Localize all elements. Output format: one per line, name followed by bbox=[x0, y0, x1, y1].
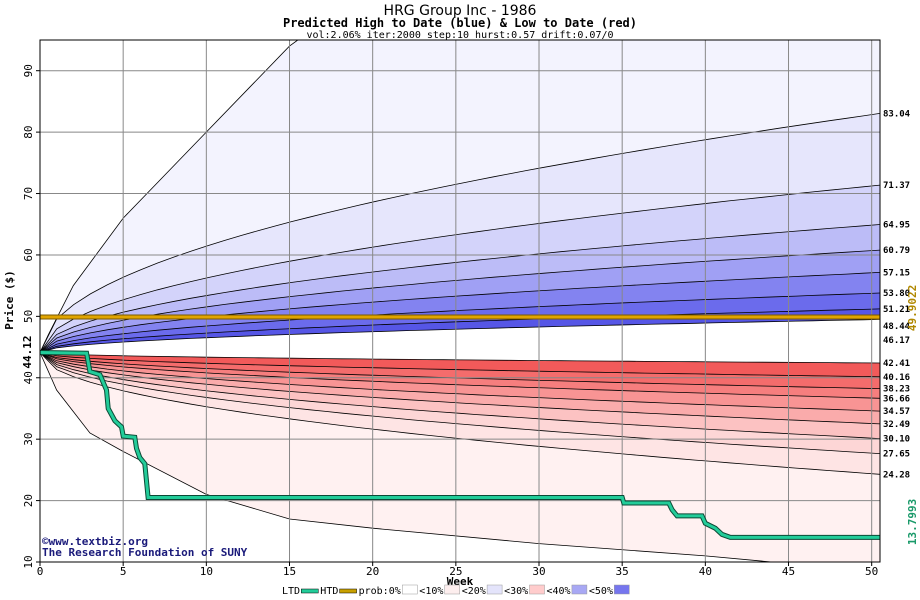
x-tick-label: 45 bbox=[782, 565, 795, 578]
right-value-label: 60.79 bbox=[883, 246, 910, 256]
right-value-label: 48.44 bbox=[883, 322, 911, 332]
right-value-label: 46.17 bbox=[883, 336, 910, 346]
y-tick-label: 80 bbox=[22, 125, 35, 138]
x-tick-label: 25 bbox=[449, 565, 462, 578]
high-contour-0 bbox=[40, 319, 880, 353]
high-contour-6 bbox=[40, 184, 880, 353]
right-value-label: 40.16 bbox=[883, 373, 910, 383]
right-value-label: 27.65 bbox=[883, 450, 910, 460]
right-value-label: 53.80 bbox=[883, 289, 910, 299]
legend-line-swatch bbox=[339, 588, 357, 594]
low-contour-5 bbox=[40, 352, 880, 425]
legend: LTD HTD prob:0% <10% <20% <30% <40% <50% bbox=[282, 584, 630, 597]
right-value-label: 36.66 bbox=[883, 394, 910, 404]
low-contour-8 bbox=[40, 352, 880, 475]
y-tick-label: 70 bbox=[22, 187, 35, 200]
low-band-1 bbox=[40, 352, 880, 377]
low-contour-4 bbox=[40, 352, 880, 412]
y-tick-label: 40 bbox=[22, 371, 35, 384]
low-contour-3 bbox=[40, 352, 880, 399]
legend-color-swatch bbox=[486, 584, 503, 595]
y-tick-label: 60 bbox=[22, 248, 35, 261]
final-low-label: 13.7993 bbox=[906, 499, 919, 545]
low-contour-7 bbox=[40, 352, 880, 454]
x-tick-label: 50 bbox=[865, 565, 878, 578]
plot-area: 0 5 10 15 20 25 30 35 40 45 50 10 20 30 40 50 60 70 80 90 83… bbox=[22, 39, 911, 578]
legend-color-swatch bbox=[402, 584, 418, 595]
right-value-label: 64.95 bbox=[883, 221, 910, 231]
legend-color-swatch bbox=[571, 584, 588, 595]
watermark-org: The Research Foundation of SUNY bbox=[42, 546, 248, 559]
right-value-label: 30.10 bbox=[883, 435, 910, 445]
right-value-label: 34.57 bbox=[883, 407, 910, 417]
legend-color-swatch bbox=[614, 584, 630, 595]
grid bbox=[40, 40, 880, 563]
x-tick-label: 15 bbox=[283, 565, 296, 578]
right-value-label: 38.23 bbox=[883, 385, 910, 395]
y-tick-label: 90 bbox=[22, 64, 35, 77]
legend-line-swatch bbox=[301, 588, 319, 594]
y-tick-label: 50 bbox=[22, 310, 35, 323]
x-tick-label: 10 bbox=[200, 565, 213, 578]
x-tick-label: 40 bbox=[699, 565, 712, 578]
right-value-label: 71.37 bbox=[883, 181, 910, 191]
low-contour-1 bbox=[40, 352, 880, 378]
right-value-label: 83.04 bbox=[883, 109, 911, 119]
legend-label: <40% bbox=[547, 586, 571, 597]
legend-color-swatch bbox=[529, 584, 545, 595]
high-contour-5 bbox=[40, 224, 880, 353]
plot-frame bbox=[39, 39, 881, 563]
legend-label: <30% bbox=[504, 586, 528, 597]
ltd-line bbox=[39, 351, 880, 539]
watermark-url: ©www.textbiz.org bbox=[42, 535, 148, 548]
y-axis-label: Price ($) bbox=[3, 270, 16, 330]
x-tick-label: 5 bbox=[120, 565, 127, 578]
high-contour-4 bbox=[40, 249, 880, 353]
legend-label: LTD bbox=[282, 586, 300, 597]
legend-label: <10% bbox=[419, 586, 443, 597]
high-contour-3 bbox=[40, 272, 880, 353]
y-tick-label: 30 bbox=[22, 433, 35, 446]
right-value-label: 24.28 bbox=[883, 470, 910, 480]
x-tick-label: 0 bbox=[37, 565, 44, 578]
y-tick-label: 10 bbox=[22, 555, 35, 568]
right-value-label: 32.49 bbox=[883, 420, 910, 430]
right-value-label: 51.21 bbox=[883, 305, 910, 315]
chart-params: vol:2.06% iter:2000 step:10 hurst:0.57 d… bbox=[306, 30, 613, 41]
threshold-price-label: 49.9022 bbox=[906, 285, 919, 331]
legend-label: <20% bbox=[462, 586, 486, 597]
start-price-label: 44.12 bbox=[21, 335, 34, 368]
x-tick-label: 30 bbox=[532, 565, 545, 578]
x-tick-label: 20 bbox=[366, 565, 379, 578]
high-contour-1 bbox=[40, 308, 880, 353]
legend-color-swatch bbox=[444, 584, 460, 595]
legend-label: prob:0% bbox=[359, 586, 401, 597]
high-outer-contour bbox=[40, 40, 880, 353]
probability-bands bbox=[40, 40, 880, 562]
legend-label: HTD bbox=[320, 586, 338, 597]
chart-subtitle: Predicted High to Date (blue) & Low to D… bbox=[283, 16, 637, 30]
right-value-label: 42.41 bbox=[883, 359, 910, 369]
high-contour-2 bbox=[40, 292, 880, 353]
low-contour-6 bbox=[40, 352, 880, 439]
y-tick-label: 20 bbox=[22, 494, 35, 507]
low-contour-0 bbox=[40, 352, 880, 364]
chart-title: HRG Group Inc - 1986 bbox=[384, 3, 537, 19]
right-value-label: 57.15 bbox=[883, 268, 910, 278]
high-band-1 bbox=[40, 308, 880, 353]
legend-label: <50% bbox=[589, 586, 613, 597]
x-tick-label: 35 bbox=[616, 565, 629, 578]
